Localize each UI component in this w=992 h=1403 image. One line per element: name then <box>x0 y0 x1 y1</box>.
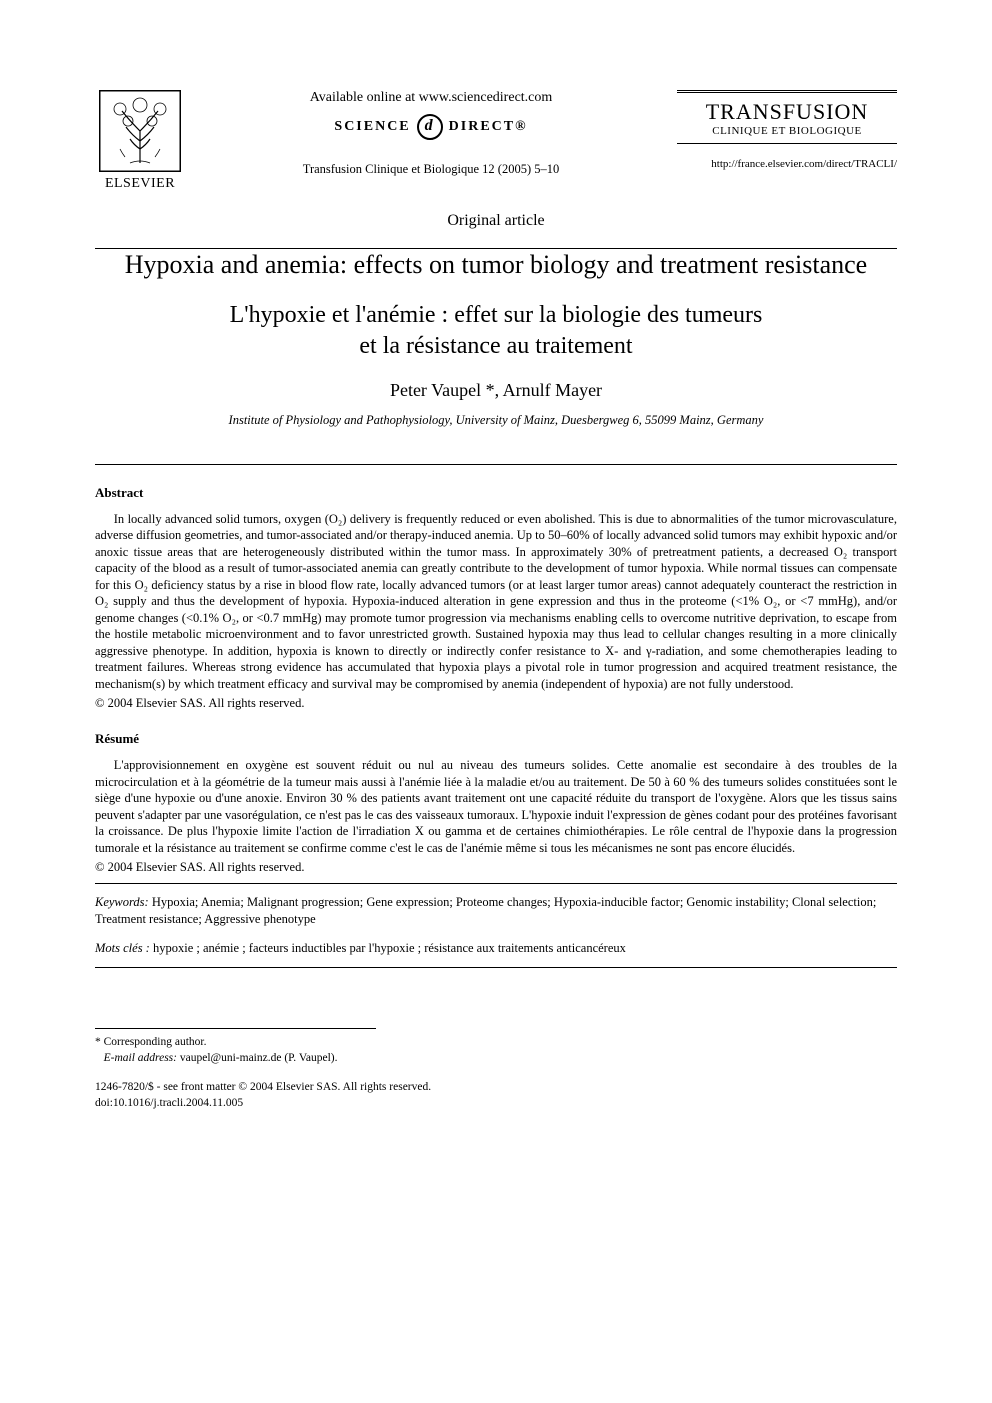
paper-page: ELSEVIER Available online at www.science… <box>0 0 992 1403</box>
doi: doi:10.1016/j.tracli.2004.11.005 <box>95 1096 897 1112</box>
email-line: E-mail address: vaupel@uni-mainz.de (P. … <box>95 1051 376 1067</box>
motscles-label: Mots clés : <box>95 941 150 955</box>
abstract-heading: Abstract <box>95 485 897 501</box>
sd-word-right: DIRECT® <box>449 119 528 135</box>
resume-heading: Résumé <box>95 731 897 747</box>
publisher-logo-block: ELSEVIER <box>95 90 185 192</box>
keywords-label: Keywords: <box>95 895 149 909</box>
resume-text: L'approvisionnement en oxygène est souve… <box>95 757 897 856</box>
available-online-text: Available online at www.sciencedirect.co… <box>195 90 667 106</box>
front-matter-line: 1246-7820/$ - see front matter © 2004 El… <box>95 1080 897 1111</box>
keywords-block: Keywords: Hypoxia; Anemia; Malignant pro… <box>95 883 897 928</box>
elsevier-tree-icon <box>99 90 181 172</box>
abstract-copyright: © 2004 Elsevier SAS. All rights reserved… <box>95 696 897 711</box>
title-english: Hypoxia and anemia: effects on tumor bio… <box>95 249 897 282</box>
keywords-text: Hypoxia; Anemia; Malignant progression; … <box>95 895 876 926</box>
rule-above-abstract <box>95 464 897 465</box>
motscles-block: Mots clés : hypoxie ; anémie ; facteurs … <box>95 940 897 968</box>
journal-brand-block: TRANSFUSION CLINIQUE ET BIOLOGIQUE http:… <box>677 90 897 170</box>
email-value: vaupel@uni-mainz.de (P. Vaupel). <box>177 1052 337 1064</box>
sciencedirect-logo: SCIENCE d DIRECT® <box>334 114 527 140</box>
author-list: Peter Vaupel *, Arnulf Mayer <box>95 380 897 401</box>
journal-title: TRANSFUSION <box>677 99 897 125</box>
header: ELSEVIER Available online at www.science… <box>95 90 897 192</box>
abstract-text: In locally advanced solid tumors, oxygen… <box>95 511 897 693</box>
journal-subtitle: CLINIQUE ET BIOLOGIQUE <box>677 125 897 144</box>
resume-copyright: © 2004 Elsevier SAS. All rights reserved… <box>95 860 897 875</box>
motscles-text: hypoxie ; anémie ; facteurs inductibles … <box>150 941 626 955</box>
title-fr-line2: et la résistance au traitement <box>359 333 632 359</box>
affiliation: Institute of Physiology and Pathophysiol… <box>95 413 897 428</box>
corresponding-author: * Corresponding author. <box>95 1035 376 1051</box>
journal-citation: Transfusion Clinique et Biologique 12 (2… <box>195 162 667 177</box>
article-type: Original article <box>95 212 897 230</box>
header-center: Available online at www.sciencedirect.co… <box>185 90 677 177</box>
publisher-name: ELSEVIER <box>95 176 185 192</box>
sd-circle-icon: d <box>417 114 443 140</box>
title-fr-line1: L'hypoxie et l'anémie : effet sur la bio… <box>230 302 763 328</box>
journal-url: http://france.elsevier.com/direct/TRACLI… <box>677 158 897 170</box>
footnotes: * Corresponding author. E-mail address: … <box>95 1028 376 1066</box>
email-label: E-mail address: <box>104 1052 177 1064</box>
sd-word-left: SCIENCE <box>334 119 410 135</box>
title-french: L'hypoxie et l'anémie : effet sur la bio… <box>95 300 897 362</box>
issn-copyright: 1246-7820/$ - see front matter © 2004 El… <box>95 1080 897 1096</box>
